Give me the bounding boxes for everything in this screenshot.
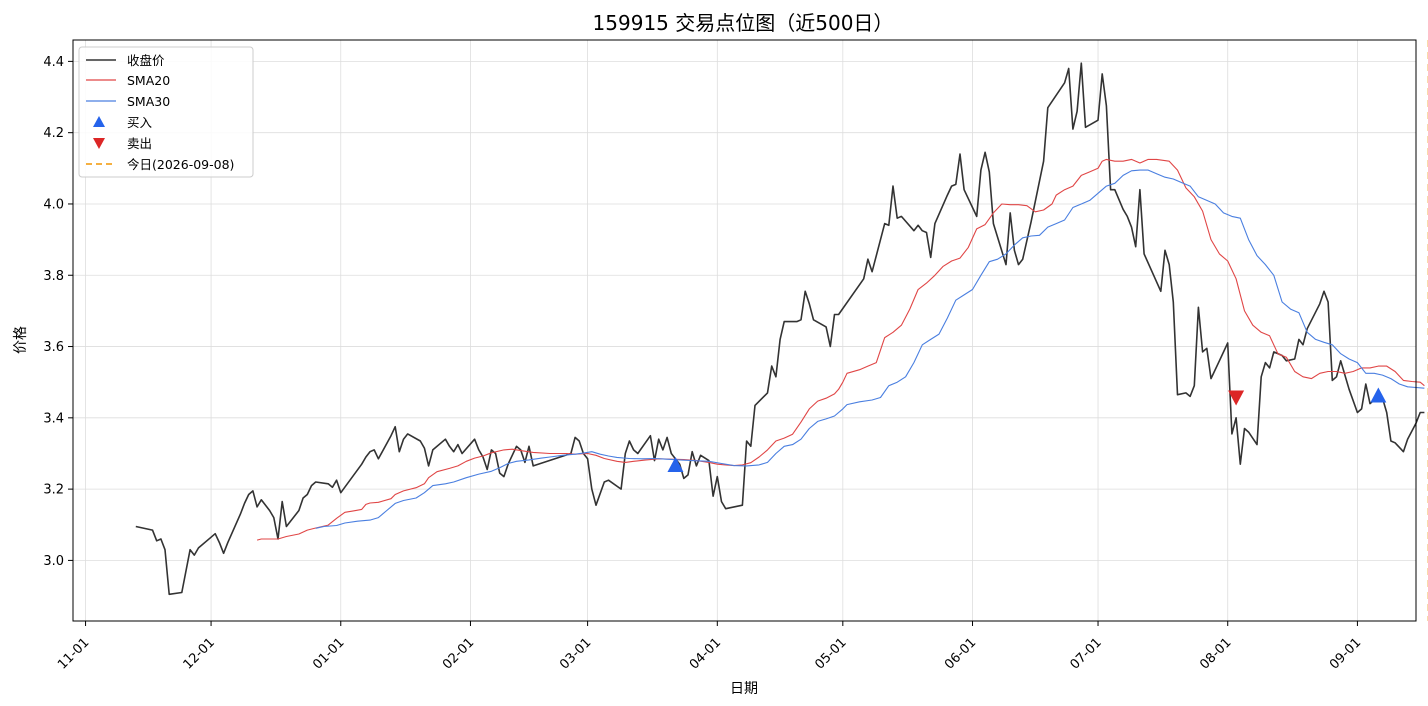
y-tick-label: 4.2: [43, 126, 64, 141]
legend-swatch-buy: [93, 116, 105, 127]
buy-marker: [1370, 387, 1387, 403]
grid: [73, 40, 1416, 621]
legend-label-sma20: SMA20: [127, 73, 170, 88]
sma30-line: [315, 169, 1425, 529]
legend-label-buy: 买入: [127, 115, 153, 130]
series-layer: [135, 62, 1425, 596]
sell-marker: [1228, 390, 1245, 406]
close-price-line: [135, 62, 1425, 596]
plot-area-frame: [72, 39, 1417, 622]
y-tick-label: 3.2: [43, 483, 64, 498]
legend-label-sma30: SMA30: [127, 94, 170, 109]
x-axis-label: 日期: [730, 681, 758, 697]
legend-label-today: 今日(2026-09-08): [127, 157, 234, 172]
y-tick-label: 3.0: [43, 554, 64, 569]
legend-box: [78, 46, 254, 178]
y-tick-label: 4.4: [43, 55, 64, 70]
y-axis-label: 价格: [13, 326, 29, 354]
y-tick-label: 4.0: [43, 197, 64, 212]
y-tick-label: 3.4: [43, 411, 64, 426]
legend-label-close: 收盘价: [127, 53, 165, 68]
y-tick-label: 3.6: [43, 340, 64, 355]
buy-marker: [667, 456, 684, 472]
sma20-line: [256, 158, 1425, 541]
legend-label-sell: 卖出: [127, 136, 152, 151]
chart-title: 159915 交易点位图（近500日）: [593, 11, 894, 35]
markers-layer: [667, 40, 1428, 621]
y-tick-label: 3.8: [43, 269, 64, 284]
legend-swatch-sell: [93, 138, 105, 149]
legend: 收盘价 SMA20 SMA30 买入 卖出 今日(2026-09-08): [78, 46, 254, 178]
